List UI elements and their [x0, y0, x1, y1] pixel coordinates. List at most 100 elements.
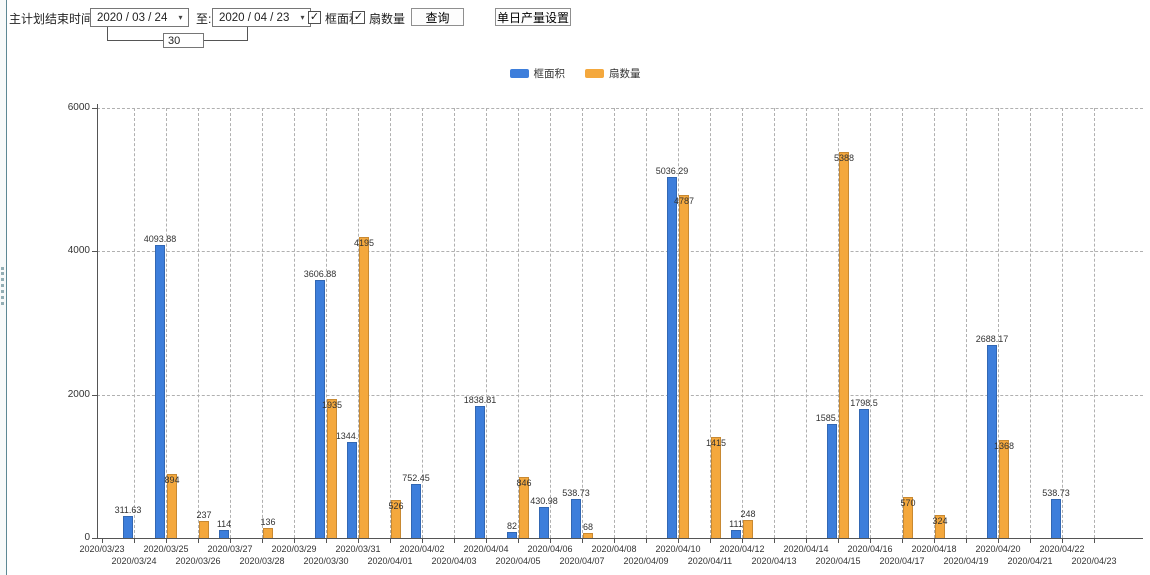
- bracket-line: [204, 40, 248, 41]
- x-axis-label: 2020/04/22: [1039, 544, 1085, 554]
- bar-value-label: 5388: [833, 152, 855, 163]
- x-axis-label: 2020/03/30: [303, 556, 349, 566]
- fan-count-checkbox-label: 扇数量: [369, 12, 406, 26]
- gridline-vertical: [166, 108, 167, 538]
- bar-fan-count: [711, 436, 721, 538]
- bar-frame-area: [411, 484, 421, 538]
- x-axis-label: 2020/04/20: [975, 544, 1021, 554]
- bar-frame-area: [123, 515, 133, 538]
- x-axis-label: 2020/04/07: [559, 556, 605, 566]
- bar-frame-area: [155, 244, 165, 538]
- gridline-vertical: [646, 108, 647, 538]
- x-axis-label: 2020/04/03: [431, 556, 477, 566]
- bar-fan-count: [903, 497, 913, 538]
- legend-item-frame-area[interactable]: 框面积: [509, 66, 565, 81]
- x-axis-tick: [902, 539, 903, 543]
- legend-swatch-icon: [585, 69, 604, 78]
- gridline-vertical: [294, 108, 295, 538]
- gridline-vertical: [326, 108, 327, 538]
- bar-value-label: 846: [516, 478, 532, 489]
- x-axis-label: 2020/03/24: [111, 556, 157, 566]
- chevron-down-icon[interactable]: ▾: [300, 13, 305, 22]
- fan-count-checkbox[interactable]: ✓: [352, 11, 365, 24]
- x-axis-tick: [262, 539, 263, 543]
- y-axis-label: 4000: [67, 245, 90, 257]
- x-axis-label: 2020/04/01: [367, 556, 413, 566]
- x-axis-tick: [230, 539, 231, 543]
- bar-fan-count: [935, 514, 945, 538]
- x-axis-label: 2020/04/18: [911, 544, 957, 554]
- gridline-vertical: [198, 108, 199, 538]
- gridline-vertical: [902, 108, 903, 538]
- query-button[interactable]: 查询: [411, 8, 464, 26]
- x-axis-tick: [550, 539, 551, 543]
- gridline-vertical: [1062, 108, 1063, 538]
- x-axis-line: [97, 538, 1143, 539]
- chevron-down-icon[interactable]: ▾: [178, 13, 183, 22]
- date-to-picker[interactable]: 2020 / 04 / 23 ▾: [212, 8, 311, 27]
- bar-value-label: 752.45: [402, 473, 430, 484]
- interval-days-input[interactable]: 30: [163, 33, 204, 48]
- bar-fan-count: [199, 521, 209, 538]
- x-axis-tick: [1094, 539, 1095, 543]
- gridline-vertical: [614, 108, 615, 538]
- bar-value-label: 114: [216, 518, 232, 529]
- gridline-vertical: [358, 108, 359, 538]
- x-axis-tick: [742, 539, 743, 543]
- legend-swatch-icon: [509, 69, 529, 78]
- gridline-vertical: [1030, 108, 1031, 538]
- x-axis-tick: [102, 539, 103, 543]
- bar-value-label: 1798.5: [850, 398, 878, 409]
- frame-area-checkbox[interactable]: ✓: [308, 11, 321, 24]
- plan-end-time-label: 主计划结束时间:: [9, 12, 97, 26]
- date-to-value: 2020 / 04 / 23: [219, 11, 290, 24]
- bar-frame-area: [475, 406, 485, 538]
- date-from-picker[interactable]: 2020 / 03 / 24 ▾: [90, 8, 189, 27]
- y-axis-tick: [92, 394, 97, 396]
- bar-value-label: 324: [932, 515, 948, 526]
- left-splitter[interactable]: [0, 0, 7, 575]
- x-axis-tick: [806, 539, 807, 543]
- gridline-vertical: [550, 108, 551, 538]
- bar-value-label: 1368: [993, 440, 1015, 451]
- gridline-vertical: [806, 108, 807, 538]
- bar-value-label: 430.98: [530, 496, 558, 507]
- bar-frame-area: [315, 279, 325, 538]
- x-axis-tick: [582, 539, 583, 543]
- legend-item-fan-count[interactable]: 扇数量: [585, 66, 641, 81]
- gridline-vertical: [486, 108, 487, 538]
- bar-fan-count: [391, 500, 401, 538]
- gridline-vertical: [774, 108, 775, 538]
- x-axis-label: 2020/04/09: [623, 556, 669, 566]
- x-axis-label: 2020/04/15: [815, 556, 861, 566]
- gridline-vertical: [934, 108, 935, 538]
- daily-output-settings-button[interactable]: 单日产量设置: [495, 8, 571, 26]
- x-axis-label: 2020/04/10: [655, 544, 701, 554]
- gridline-vertical: [998, 108, 999, 538]
- bar-frame-area: [859, 409, 869, 538]
- gridline-vertical: [422, 108, 423, 538]
- bar-value-label: 4093.88: [143, 233, 177, 244]
- x-axis-label: 2020/04/21: [1007, 556, 1053, 566]
- bar-value-label: 136: [260, 517, 276, 528]
- x-axis-tick: [646, 539, 647, 543]
- gridline-horizontal: [97, 394, 1143, 396]
- splitter-grip-icon[interactable]: [1, 267, 4, 305]
- x-axis-label: 2020/03/26: [175, 556, 221, 566]
- gridline-vertical: [582, 108, 583, 538]
- x-axis-tick: [486, 539, 487, 543]
- bar-value-label: 2688.17: [975, 334, 1009, 345]
- gridline-vertical: [678, 108, 679, 538]
- check-icon: ✓: [353, 11, 364, 23]
- x-axis-tick: [870, 539, 871, 543]
- x-axis-tick: [454, 539, 455, 543]
- x-axis-label: 2020/04/19: [943, 556, 989, 566]
- bar-value-label: 526: [388, 501, 404, 512]
- bar-frame-area: [539, 507, 549, 538]
- bar-value-label: 4195: [353, 238, 375, 249]
- x-axis-tick: [710, 539, 711, 543]
- bar-fan-count: [167, 473, 177, 538]
- bar-frame-area: [507, 532, 517, 538]
- x-axis-tick: [422, 539, 423, 543]
- y-axis-label: 0: [84, 532, 90, 543]
